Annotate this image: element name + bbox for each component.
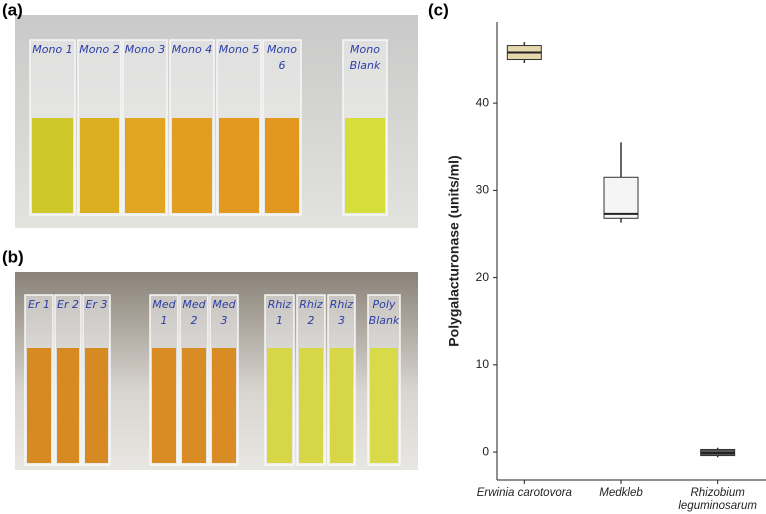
cuvette-liquid	[330, 348, 353, 463]
cuvette-label: Rhiz 3	[329, 298, 354, 327]
panel-label: (c)	[428, 0, 449, 19]
y-tick-label: 0	[482, 444, 489, 458]
cuvette-liquid	[27, 348, 51, 463]
cuvette-label: Mono Blank	[349, 43, 381, 72]
cuvette-label: Mono 2	[79, 43, 120, 56]
y-axis-label: Polygalacturonase (units/ml)	[446, 155, 462, 346]
cuvette-liquid	[212, 348, 236, 463]
cuvette-label: Mono 1	[32, 43, 73, 56]
cuvette-liquid	[265, 118, 299, 213]
cuvette-label: Mono 6	[267, 43, 297, 72]
panel-label: (b)	[2, 247, 24, 266]
cuvette-label: Er 2	[57, 298, 79, 311]
cuvette-liquid	[80, 118, 119, 213]
x-tick-label: Rhizobium leguminosarum	[678, 487, 757, 512]
cuvette-liquid	[152, 348, 176, 463]
x-tick-label: Erwinia carotovora	[476, 487, 572, 499]
cuvette-label: Med 3	[212, 298, 236, 327]
cuvette-liquid	[85, 348, 108, 463]
cuvette-liquid	[182, 348, 206, 463]
cuvette-liquid	[57, 348, 79, 463]
y-tick-label: 10	[476, 357, 490, 371]
cuvette-label: Med 2	[182, 298, 206, 327]
cuvette-label: Er 1	[28, 298, 50, 311]
cuvette-liquid	[172, 118, 212, 213]
cuvette-label: Rhiz 1	[267, 298, 292, 327]
cuvette-label: Poly Blank	[368, 298, 400, 327]
cuvette-label: Mono 3	[124, 43, 166, 56]
box	[603, 176, 639, 219]
cuvette-label: Rhiz 2	[299, 298, 323, 327]
cuvette-liquid	[299, 348, 323, 463]
cuvette-liquid	[267, 348, 292, 463]
cuvette-label: Med 1	[152, 298, 176, 327]
cuvette-liquid	[370, 348, 398, 463]
cuvette-label: Mono 4	[171, 43, 213, 56]
y-tick-label: 20	[476, 270, 490, 284]
y-tick-label: 40	[476, 95, 490, 109]
panel-label: (a)	[2, 0, 23, 19]
y-tick-label: 30	[476, 183, 490, 197]
cuvette-label: Er 3	[85, 298, 108, 311]
cuvette-liquid	[219, 118, 259, 213]
cuvette-label: Mono 5	[218, 43, 260, 56]
cuvette-liquid	[345, 118, 385, 213]
cuvette-liquid	[32, 118, 73, 213]
x-tick-label: Medkleb	[599, 487, 643, 499]
cuvette-liquid	[125, 118, 165, 213]
